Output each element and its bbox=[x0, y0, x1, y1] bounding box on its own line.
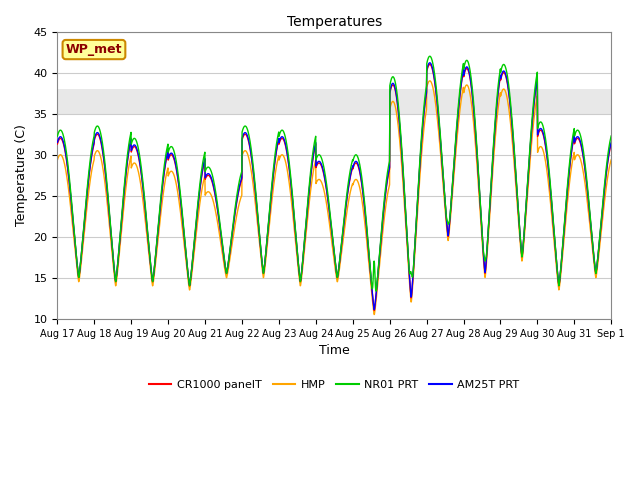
Bar bbox=[58, 89, 611, 114]
HMP bbox=[350, 179, 358, 184]
Legend: CR1000 panelT, HMP, NR01 PRT, AM25T PRT: CR1000 panelT, HMP, NR01 PRT, AM25T PRT bbox=[145, 375, 524, 394]
AM25T PRT bbox=[607, 139, 615, 145]
Line: NR01 PRT: NR01 PRT bbox=[58, 56, 611, 291]
NR01 PRT bbox=[559, 242, 566, 248]
HMP bbox=[426, 78, 434, 84]
HMP bbox=[496, 94, 504, 100]
HMP bbox=[371, 312, 378, 317]
CR1000 panelT bbox=[426, 61, 434, 67]
AM25T PRT bbox=[54, 140, 61, 145]
AM25T PRT bbox=[426, 60, 434, 66]
CR1000 panelT bbox=[496, 79, 504, 84]
NR01 PRT bbox=[607, 133, 615, 139]
CR1000 panelT bbox=[54, 141, 61, 147]
HMP bbox=[574, 152, 582, 158]
NR01 PRT bbox=[426, 53, 434, 59]
NR01 PRT bbox=[208, 170, 216, 176]
AM25T PRT bbox=[362, 221, 370, 227]
X-axis label: Time: Time bbox=[319, 344, 349, 357]
HMP bbox=[362, 233, 370, 239]
Title: Temperatures: Temperatures bbox=[287, 15, 382, 29]
NR01 PRT bbox=[54, 133, 61, 139]
HMP bbox=[607, 157, 615, 163]
AM25T PRT bbox=[559, 243, 566, 249]
NR01 PRT bbox=[372, 288, 380, 294]
HMP bbox=[54, 157, 61, 163]
Line: CR1000 panelT: CR1000 panelT bbox=[58, 64, 611, 311]
HMP bbox=[208, 194, 216, 200]
Text: WP_met: WP_met bbox=[66, 43, 122, 56]
NR01 PRT bbox=[362, 217, 370, 223]
CR1000 panelT bbox=[607, 141, 615, 147]
AM25T PRT bbox=[496, 77, 504, 83]
NR01 PRT bbox=[574, 128, 582, 133]
AM25T PRT bbox=[371, 307, 378, 312]
AM25T PRT bbox=[350, 160, 358, 166]
AM25T PRT bbox=[574, 134, 582, 140]
HMP bbox=[559, 252, 566, 257]
Line: AM25T PRT: AM25T PRT bbox=[58, 63, 611, 310]
NR01 PRT bbox=[496, 71, 504, 77]
AM25T PRT bbox=[208, 177, 216, 182]
CR1000 panelT bbox=[371, 308, 378, 313]
CR1000 panelT bbox=[362, 222, 370, 228]
CR1000 panelT bbox=[559, 244, 566, 250]
Line: HMP: HMP bbox=[58, 81, 611, 314]
CR1000 panelT bbox=[350, 162, 358, 168]
Y-axis label: Temperature (C): Temperature (C) bbox=[15, 124, 28, 226]
CR1000 panelT bbox=[208, 178, 216, 184]
CR1000 panelT bbox=[574, 136, 582, 142]
NR01 PRT bbox=[350, 154, 358, 160]
